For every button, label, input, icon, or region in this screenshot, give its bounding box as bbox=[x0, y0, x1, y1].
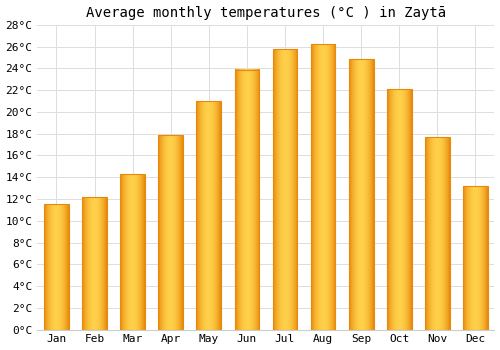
Bar bbox=[82, 197, 107, 330]
Bar bbox=[120, 174, 145, 330]
Bar bbox=[387, 89, 411, 330]
Bar bbox=[44, 204, 69, 330]
Title: Average monthly temperatures (°C ) in Zaytā: Average monthly temperatures (°C ) in Za… bbox=[86, 6, 446, 20]
Bar bbox=[196, 101, 221, 330]
Bar bbox=[463, 186, 488, 330]
Bar bbox=[425, 137, 450, 330]
Bar bbox=[158, 135, 183, 330]
Bar bbox=[82, 197, 107, 330]
Bar bbox=[387, 89, 411, 330]
Bar bbox=[234, 70, 260, 330]
Bar bbox=[310, 44, 336, 330]
Bar bbox=[158, 135, 183, 330]
Bar bbox=[310, 44, 336, 330]
Bar bbox=[349, 58, 374, 330]
Bar bbox=[349, 58, 374, 330]
Bar bbox=[196, 101, 221, 330]
Bar bbox=[272, 49, 297, 330]
Bar bbox=[463, 186, 488, 330]
Bar bbox=[234, 70, 260, 330]
Bar bbox=[272, 49, 297, 330]
Bar bbox=[44, 204, 69, 330]
Bar bbox=[120, 174, 145, 330]
Bar bbox=[425, 137, 450, 330]
